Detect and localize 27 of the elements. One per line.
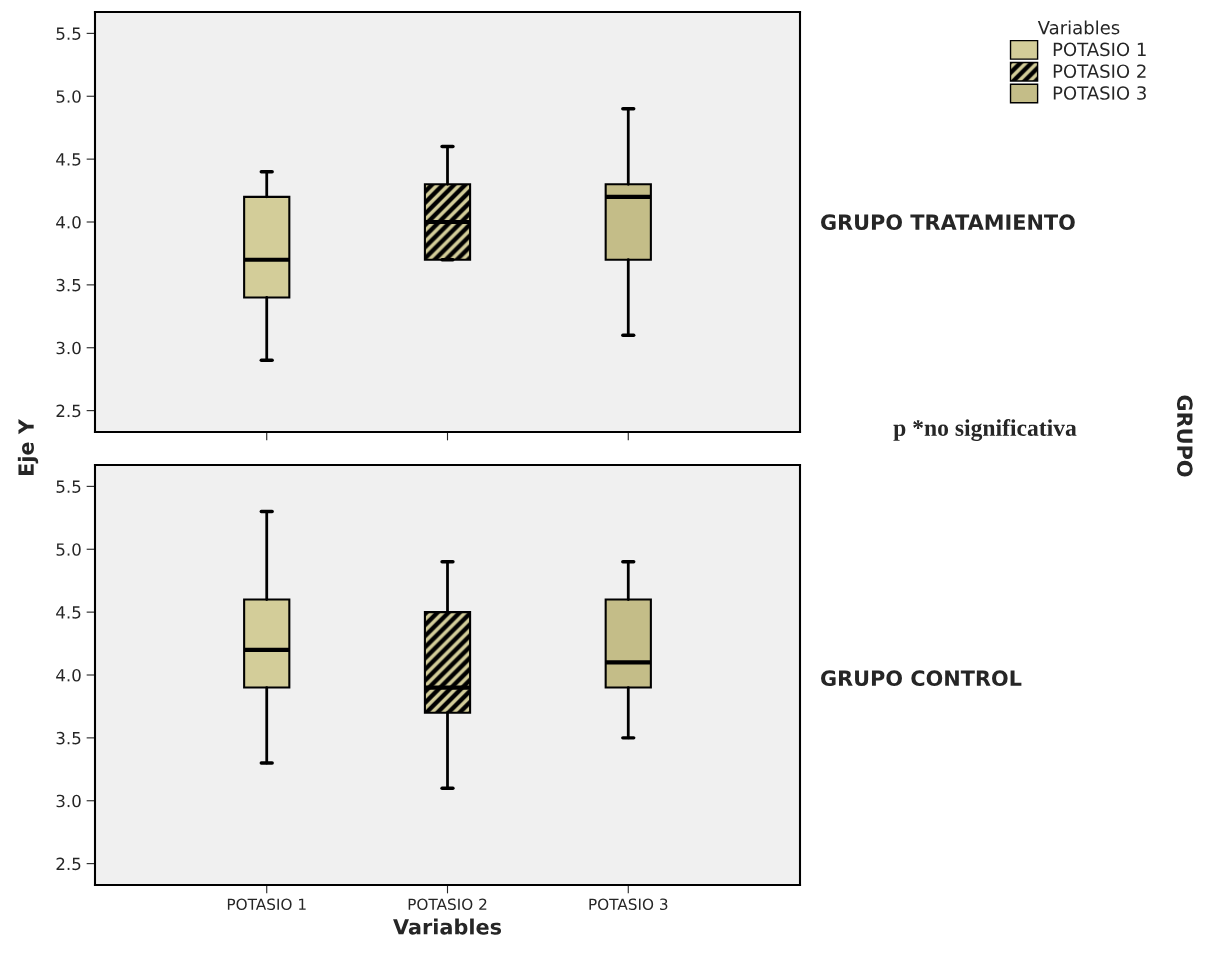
- x-axis-title: Variables: [393, 918, 502, 935]
- x-tick-label: POTASIO 3: [589, 898, 668, 911]
- y-tick-label: 4.0: [56, 215, 81, 229]
- x-tick-label: POTASIO 2: [408, 898, 487, 911]
- y-tick-label: 5.0: [56, 90, 81, 103]
- legend-label: POTASIO 2: [1053, 64, 1146, 79]
- y-tick-label: 5.5: [56, 27, 81, 40]
- y-tick-label: 2.5: [56, 404, 81, 418]
- y-tick-label: 3.0: [56, 794, 81, 808]
- y-tick-label: 4.5: [56, 606, 81, 619]
- y-tick-label: 5.0: [56, 543, 81, 556]
- legend-label: POTASIO 3: [1053, 86, 1146, 100]
- text: GRUPO CONTROL: [821, 670, 1022, 687]
- text: GRUPO TRATAMIENTO: [821, 214, 1075, 231]
- y-tick-label: 5.5: [56, 480, 81, 493]
- legend-title: Variables: [1037, 20, 1120, 35]
- y-tick-label: 4.5: [56, 153, 81, 166]
- text: p *no significativa: [893, 419, 1077, 441]
- y-tick-label: 4.0: [56, 668, 81, 682]
- text: GRUPO: [1176, 395, 1193, 477]
- y-tick-label: 2.5: [56, 857, 81, 871]
- legend-label: POTASIO 1: [1053, 42, 1146, 57]
- x-tick-label: POTASIO 1: [227, 898, 306, 911]
- y-tick-label: 3.5: [56, 278, 81, 292]
- y-axis-title: Eje Y: [17, 418, 39, 476]
- y-tick-label: 3.5: [56, 731, 81, 745]
- y-tick-label: 3.0: [56, 341, 81, 355]
